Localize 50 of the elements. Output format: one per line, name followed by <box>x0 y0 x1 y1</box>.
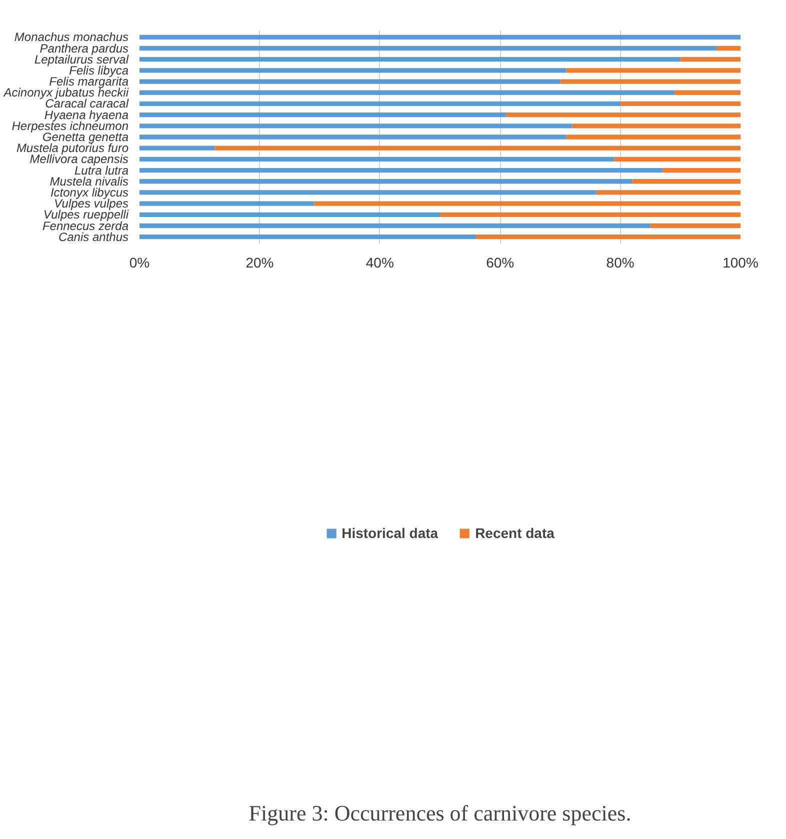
bar <box>140 156 614 162</box>
bar <box>140 234 476 240</box>
bar <box>674 90 740 95</box>
bar <box>140 134 566 140</box>
bar <box>140 90 674 95</box>
bar <box>140 34 740 40</box>
bar <box>662 168 740 173</box>
bar <box>680 57 740 62</box>
bar <box>140 46 716 51</box>
x-tick-label: 20% <box>246 254 274 270</box>
bar <box>560 79 740 84</box>
y-tick-label: Hyaena hyaena <box>44 108 129 122</box>
bar <box>566 68 740 73</box>
x-tick-label: 40% <box>366 254 394 270</box>
bar <box>140 124 572 128</box>
legend-label: Recent data <box>475 525 554 541</box>
bar <box>506 112 740 118</box>
bar <box>140 68 566 73</box>
bar <box>140 201 314 206</box>
bar <box>572 124 740 128</box>
bar <box>140 101 620 106</box>
bar <box>614 156 740 162</box>
bar <box>140 179 632 184</box>
text: Figure 3: Occurrences of carnivore species. <box>248 800 632 826</box>
bar <box>596 190 740 195</box>
bar <box>716 46 740 51</box>
y-tick-label: Canis anthus <box>58 230 129 244</box>
bar <box>140 223 650 228</box>
bar <box>140 146 215 150</box>
bar <box>650 223 740 228</box>
bar <box>140 190 596 195</box>
bar <box>440 212 740 217</box>
bar <box>566 134 740 140</box>
y-tick-label: Genetta genetta <box>42 130 129 144</box>
x-tick-label: 0% <box>129 254 150 270</box>
x-tick-label: 100% <box>722 254 758 270</box>
bar <box>140 212 440 217</box>
legend-label: Historical data <box>342 525 438 541</box>
bar <box>140 112 506 118</box>
x-tick-label: 60% <box>486 254 514 270</box>
bar <box>476 234 740 240</box>
bar <box>140 168 662 173</box>
bar <box>620 101 740 106</box>
bar <box>140 57 680 62</box>
bar <box>314 201 740 206</box>
bar <box>632 179 740 184</box>
bar <box>214 146 740 150</box>
x-tick-label: 80% <box>606 254 634 270</box>
bar <box>140 79 560 84</box>
y-tick-label: Felis libyca <box>69 63 129 78</box>
